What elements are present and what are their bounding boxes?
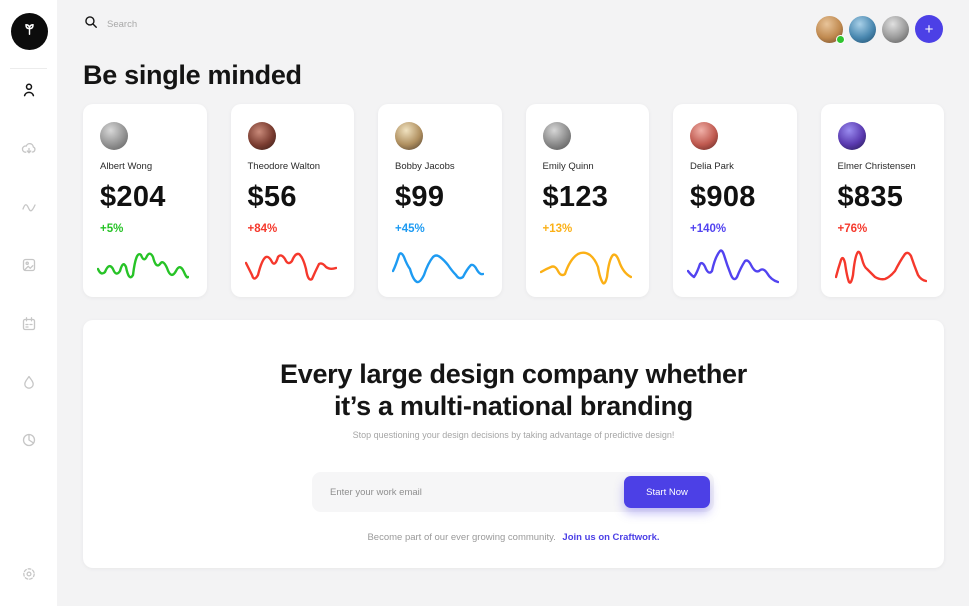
stat-cards-row: Albert Wong $204 +5% Theodore Walton $56… xyxy=(83,104,944,297)
avatar xyxy=(837,122,866,150)
flame-icon xyxy=(21,374,37,395)
avatar xyxy=(247,122,276,150)
pie-chart-icon xyxy=(21,432,37,453)
cta-subtitle: Stop questioning your design decisions b… xyxy=(352,430,675,440)
search-icon xyxy=(84,15,98,34)
stat-value: $99 xyxy=(395,181,445,213)
sidebar-item-uploads[interactable] xyxy=(21,141,37,162)
sidebar-item-calendar[interactable] xyxy=(21,316,37,337)
stat-change: +13% xyxy=(542,223,573,235)
stat-value: $56 xyxy=(247,181,297,213)
sparkline-chart xyxy=(687,249,779,284)
email-field[interactable] xyxy=(330,472,610,512)
stat-card: Bobby Jacobs $99 +45% xyxy=(378,104,502,297)
sidebar-item-settings[interactable] xyxy=(21,566,37,587)
sparkline-chart xyxy=(834,250,927,284)
cta-headline-line1: Every large design company whether xyxy=(280,359,747,389)
person-name: Delia Park xyxy=(690,161,734,172)
sparkline-chart xyxy=(244,252,337,281)
sparkline-chart xyxy=(97,252,189,279)
avatar xyxy=(542,122,571,150)
cta-footer-text: Become part of our ever growing communit… xyxy=(367,532,556,543)
search-bar[interactable] xyxy=(84,14,304,34)
sidebar-item-reports[interactable] xyxy=(21,432,37,453)
email-signup-form: Start Now xyxy=(312,472,714,512)
user-icon xyxy=(21,82,37,103)
online-status-dot xyxy=(836,34,845,44)
avatar xyxy=(100,122,128,150)
cta-headline-line2: it’s a multi-national branding xyxy=(333,391,693,421)
stat-card: Elmer Christensen $835 +76% xyxy=(820,104,944,297)
stat-card: Emily Quinn $123 +13% xyxy=(525,104,649,297)
sparkline-path xyxy=(834,250,927,284)
sprout-logo-icon xyxy=(20,20,39,44)
activity-icon xyxy=(21,199,37,220)
sidebar-item-media[interactable] xyxy=(21,257,37,278)
person-name: Bobby Jacobs xyxy=(395,161,455,172)
cta-footer: Become part of our ever growing communit… xyxy=(83,532,944,543)
stat-change: +5% xyxy=(100,223,124,235)
sidebar-item-trending[interactable] xyxy=(21,374,37,395)
sidebar xyxy=(0,0,57,606)
avatar[interactable] xyxy=(816,15,845,44)
avatar xyxy=(690,122,718,150)
stat-card: Theodore Walton $56 +84% xyxy=(230,104,354,297)
cta-headline: Every large design company whether it’s … xyxy=(83,358,944,422)
sidebar-item-profile[interactable] xyxy=(21,82,37,103)
stat-value: $835 xyxy=(837,181,904,213)
sparkline-path xyxy=(539,251,632,285)
calendar-icon xyxy=(21,316,37,337)
stat-change: +76% xyxy=(837,223,868,235)
sparkline-chart xyxy=(539,251,632,285)
cloud-download-icon xyxy=(21,141,37,162)
stat-change: +84% xyxy=(247,223,278,235)
cta-panel: Every large design company whether it’s … xyxy=(83,320,944,568)
page-title: Be single minded xyxy=(83,60,302,90)
person-name: Theodore Walton xyxy=(247,161,321,172)
craftwork-link[interactable]: Join us on Craftwork. xyxy=(562,532,660,543)
avatar[interactable] xyxy=(882,15,909,43)
stat-value: $204 xyxy=(100,181,166,213)
stat-card: Delia Park $908 +140% xyxy=(673,104,797,297)
sidebar-divider xyxy=(10,68,47,69)
search-input[interactable] xyxy=(107,18,267,30)
stat-change: +140% xyxy=(690,223,727,235)
sparkline-path xyxy=(244,252,337,281)
start-now-button[interactable]: Start Now xyxy=(624,476,710,508)
image-icon xyxy=(21,257,37,278)
person-name: Elmer Christensen xyxy=(837,161,916,172)
topbar-avatars: + xyxy=(816,15,943,44)
avatar xyxy=(395,122,423,150)
avatar[interactable] xyxy=(849,15,876,43)
sparkline-path xyxy=(392,252,484,284)
person-name: Albert Wong xyxy=(100,161,153,172)
stat-card: Albert Wong $204 +5% xyxy=(83,104,207,297)
sparkline-path xyxy=(97,252,189,279)
sparkline-path xyxy=(687,249,779,284)
stat-value: $908 xyxy=(690,181,756,213)
app-logo[interactable] xyxy=(11,13,48,50)
gear-icon xyxy=(21,566,37,587)
person-name: Emily Quinn xyxy=(542,161,594,172)
add-member-button[interactable]: + xyxy=(915,15,943,43)
stat-value: $123 xyxy=(542,181,609,213)
sparkline-chart xyxy=(392,252,484,284)
sidebar-item-activity[interactable] xyxy=(21,201,37,217)
stat-change: +45% xyxy=(395,223,425,235)
